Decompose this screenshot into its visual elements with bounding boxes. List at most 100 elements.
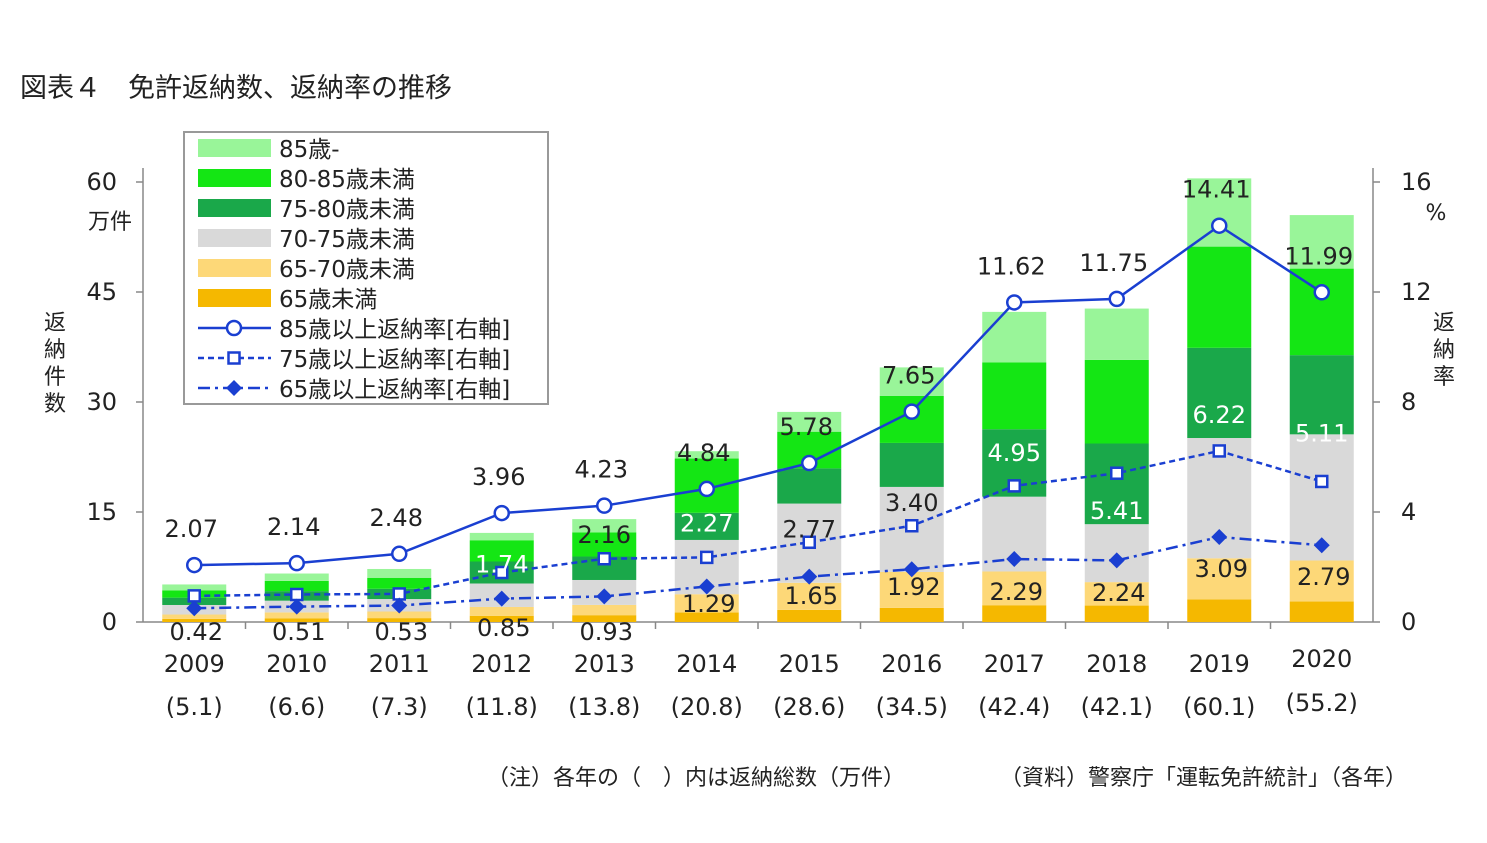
bar-segment-4 xyxy=(982,362,1047,430)
bar-segment-4 xyxy=(264,580,329,592)
bar-segment-3 xyxy=(1084,443,1149,525)
bar-segment-1 xyxy=(1084,582,1149,606)
legend-swatch xyxy=(198,229,271,247)
chart-title: 図表４ 免許返納数、返納率の推移 xyxy=(20,73,452,104)
legend-label: 65歳未満 xyxy=(279,287,377,313)
bar-segment-1 xyxy=(674,594,739,613)
bar-segment-5 xyxy=(674,451,739,459)
line-point-85 xyxy=(698,480,715,498)
bar-segment-3 xyxy=(572,556,637,580)
legend-label: 75歳以上返納率[右軸] xyxy=(279,347,510,373)
bar-segment-3 xyxy=(777,468,842,504)
label-85: 2.48 xyxy=(370,504,423,532)
label-75: 2.16 xyxy=(578,521,631,549)
bar-segment-4 xyxy=(1289,268,1354,356)
line-point-65 xyxy=(186,600,203,617)
bar-segment-4 xyxy=(1084,359,1149,444)
bar-segment-1 xyxy=(367,611,432,619)
bar-segment-0 xyxy=(572,615,637,622)
label-85: 11.75 xyxy=(1079,249,1148,277)
legend-swatch xyxy=(198,259,271,277)
line-point-85 xyxy=(1211,217,1228,234)
label-75: 5.11 xyxy=(1295,419,1348,447)
bar-segment-0 xyxy=(1084,605,1149,622)
x-tick-label: 2016 xyxy=(881,650,942,678)
bar-segment-3 xyxy=(1289,355,1354,435)
bar-segment-1 xyxy=(879,571,944,608)
x-tick-label: 2009 xyxy=(164,650,225,678)
bar-segment-0 xyxy=(1289,601,1354,622)
right-tick-label: 16 xyxy=(1401,168,1432,196)
bar-segment-5 xyxy=(572,519,637,533)
line-point-85 xyxy=(391,545,408,563)
legend-label: 70-75歳未満 xyxy=(279,227,415,253)
bar-segment-5 xyxy=(1187,178,1252,247)
x-tick-label: 2015 xyxy=(779,650,840,678)
left-axis-title-char: 件 xyxy=(44,365,66,390)
note-left: （注）各年の（ ）内は返納総数（万件） xyxy=(487,766,906,791)
bar-segment-5 xyxy=(367,568,432,578)
label-85: 7.65 xyxy=(882,362,935,390)
bar-segment-5 xyxy=(982,311,1047,363)
label-65: 0.51 xyxy=(272,618,325,646)
bar-segment-0 xyxy=(162,618,227,622)
line-point-75 xyxy=(1315,474,1329,489)
legend-label: 65-70歳未満 xyxy=(279,257,415,283)
left-axis-title-char: 納 xyxy=(44,338,66,363)
label-75: 4.95 xyxy=(988,439,1041,467)
legend-marker xyxy=(227,351,241,365)
line-point-65 xyxy=(391,597,408,614)
right-axis-unit: % xyxy=(1426,201,1447,226)
bar-segment-3 xyxy=(879,442,944,487)
line-series-0 xyxy=(194,224,1323,567)
x-tick-label: 2010 xyxy=(266,650,327,678)
label-65: 1.29 xyxy=(682,590,735,618)
left-tick-label: 45 xyxy=(86,278,117,306)
right-tick-label: 8 xyxy=(1401,388,1416,416)
label-85: 11.99 xyxy=(1284,242,1353,270)
x-tick-label: 2013 xyxy=(574,650,635,678)
legend-swatch xyxy=(198,139,271,157)
line-point-65 xyxy=(698,578,715,595)
line-point-75 xyxy=(187,589,201,603)
label-85: 2.07 xyxy=(165,515,218,543)
line-point-85 xyxy=(596,497,613,514)
bar-segment-5 xyxy=(264,573,329,581)
x-tick-label: 2012 xyxy=(471,650,532,678)
label-85: 4.84 xyxy=(677,439,730,467)
right-axis-title-char: 返 xyxy=(1433,311,1455,336)
left-tick-label: 60 xyxy=(86,168,117,196)
total-label: (20.8) xyxy=(671,693,743,721)
line-point-75 xyxy=(802,535,816,549)
legend-label: 65歳以上返納率[右軸] xyxy=(279,377,510,403)
line-point-65 xyxy=(1313,537,1330,554)
line-point-65 xyxy=(1108,552,1125,569)
total-label: (11.8) xyxy=(466,693,538,721)
right-tick-label: 0 xyxy=(1401,608,1416,636)
x-tick-label: 2018 xyxy=(1086,650,1147,678)
bar-segment-4 xyxy=(1187,246,1252,348)
bar-segment-1 xyxy=(572,604,637,616)
legend-marker xyxy=(226,380,242,396)
total-label: (5.1) xyxy=(166,693,223,721)
label-65: 2.79 xyxy=(1297,563,1350,591)
label-75: 1.74 xyxy=(475,551,528,579)
left-tick-label: 30 xyxy=(86,388,117,416)
bar-segment-0 xyxy=(879,607,944,622)
line-point-85 xyxy=(1313,284,1330,301)
x-tick-label: 2017 xyxy=(984,650,1045,678)
right-axis-title-char: 率 xyxy=(1433,365,1455,390)
line-point-85 xyxy=(1006,294,1023,311)
label-65: 0.42 xyxy=(170,618,223,646)
line-point-85 xyxy=(186,556,203,574)
line-point-65 xyxy=(801,568,818,585)
bar-segment-1 xyxy=(162,614,227,619)
label-75: 3.40 xyxy=(885,489,938,517)
line-point-75 xyxy=(290,587,304,602)
bar-segment-5 xyxy=(777,411,842,432)
legend-label: 75-80歳未満 xyxy=(279,197,415,223)
legend-swatch xyxy=(198,169,271,187)
bar-segment-1 xyxy=(469,606,534,616)
legend-label: 85歳- xyxy=(279,137,340,163)
left-axis-title-char: 返 xyxy=(44,311,66,336)
